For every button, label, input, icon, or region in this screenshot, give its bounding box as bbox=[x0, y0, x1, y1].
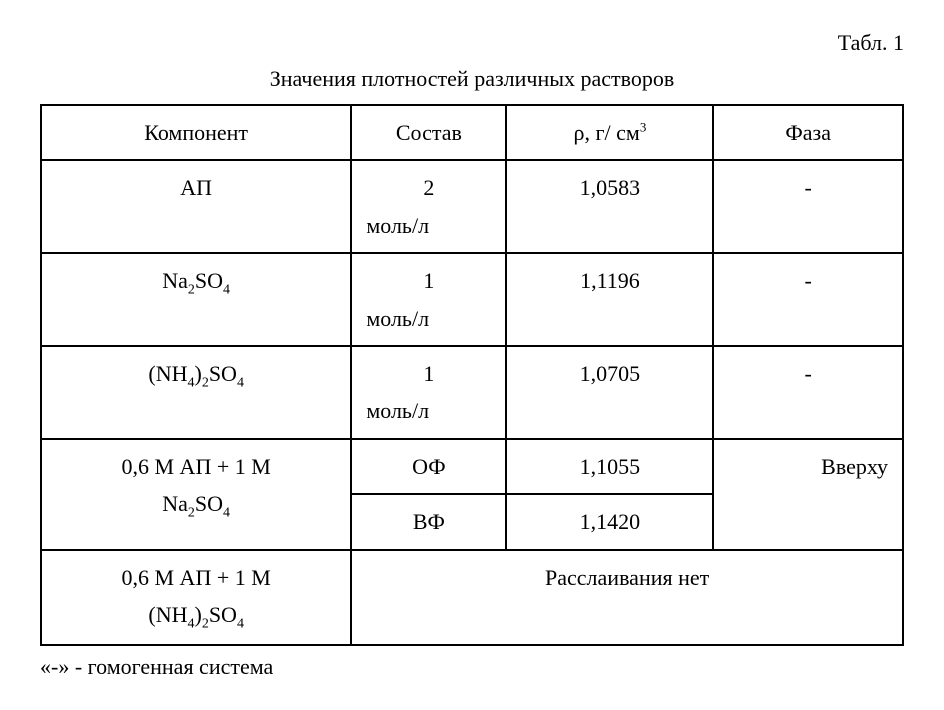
cell-component: АП bbox=[41, 160, 351, 253]
cell-phase: - bbox=[713, 253, 903, 346]
density-table: Компонент Состав ρ, г/ см3 Фаза АП 2 мол… bbox=[40, 104, 904, 646]
sostav-unit: моль/л bbox=[366, 300, 491, 337]
table-header-row: Компонент Состав ρ, г/ см3 Фаза bbox=[41, 105, 903, 160]
component-line1: 0,6 М АП + 1 М bbox=[56, 448, 336, 485]
table-row: Na2SO4 1 моль/л 1,1196 - bbox=[41, 253, 903, 346]
component-line2: (NH4)2SO4 bbox=[56, 596, 336, 636]
component-line1: 0,6 М АП + 1 М bbox=[56, 559, 336, 596]
cell-merged: Расслаивания нет bbox=[351, 550, 903, 646]
chem-part: SO bbox=[195, 491, 223, 516]
chem-sub: 2 bbox=[202, 375, 209, 390]
chem-sub: 2 bbox=[188, 283, 195, 298]
sostav-unit: моль/л bbox=[366, 392, 491, 429]
cell-component: (NH4)2SO4 bbox=[41, 346, 351, 439]
cell-phase: - bbox=[713, 160, 903, 253]
chem-part: Na bbox=[162, 491, 188, 516]
sostav-value: 1 bbox=[366, 355, 491, 392]
chem-sub: 2 bbox=[202, 616, 209, 631]
table-row: (NH4)2SO4 1 моль/л 1,0705 - bbox=[41, 346, 903, 439]
header-rho-exponent: 3 bbox=[640, 120, 647, 135]
cell-rho: 1,0583 bbox=[506, 160, 713, 253]
header-sostav: Состав bbox=[351, 105, 506, 160]
cell-rho: 1,1055 bbox=[506, 439, 713, 494]
chem-part: Na bbox=[162, 268, 188, 293]
chem-part: SO bbox=[195, 268, 223, 293]
cell-sostav: 1 моль/л bbox=[351, 346, 506, 439]
cell-component: 0,6 М АП + 1 М (NH4)2SO4 bbox=[41, 550, 351, 646]
footnote: «-» - гомогенная система bbox=[40, 654, 904, 680]
chem-part: ) bbox=[194, 361, 201, 386]
cell-sostav: ВФ bbox=[351, 494, 506, 549]
cell-sostav: ОФ bbox=[351, 439, 506, 494]
header-component: Компонент bbox=[41, 105, 351, 160]
sostav-value: 2 bbox=[366, 169, 491, 206]
header-rho-text: ρ, г/ см bbox=[574, 120, 640, 145]
cell-component: 0,6 М АП + 1 М Na2SO4 bbox=[41, 439, 351, 550]
cell-rho: 1,1420 bbox=[506, 494, 713, 549]
chem-part: SO bbox=[209, 602, 237, 627]
cell-sostav: 2 моль/л bbox=[351, 160, 506, 253]
table-row: 0,6 М АП + 1 М (NH4)2SO4 Расслаивания не… bbox=[41, 550, 903, 646]
chem-sub: 4 bbox=[223, 283, 230, 298]
sostav-value: 1 bbox=[366, 262, 491, 299]
table-number-label: Табл. 1 bbox=[40, 30, 904, 56]
chem-part: SO bbox=[209, 361, 237, 386]
table-row: АП 2 моль/л 1,0583 - bbox=[41, 160, 903, 253]
chem-part: ) bbox=[194, 602, 201, 627]
chem-sub: 4 bbox=[237, 616, 244, 631]
header-rho: ρ, г/ см3 bbox=[506, 105, 713, 160]
chem-part: (NH bbox=[148, 602, 187, 627]
cell-rho: 1,0705 bbox=[506, 346, 713, 439]
chem-sub: 2 bbox=[188, 506, 195, 521]
cell-phase: Вверху bbox=[713, 439, 903, 550]
sostav-unit: моль/л bbox=[366, 207, 491, 244]
chem-sub: 4 bbox=[237, 375, 244, 390]
chem-part: (NH bbox=[148, 361, 187, 386]
header-phase: Фаза bbox=[713, 105, 903, 160]
cell-sostav: 1 моль/л bbox=[351, 253, 506, 346]
table-row: 0,6 М АП + 1 М Na2SO4 ОФ 1,1055 Вверху bbox=[41, 439, 903, 494]
cell-rho: 1,1196 bbox=[506, 253, 713, 346]
cell-phase: - bbox=[713, 346, 903, 439]
component-line2: Na2SO4 bbox=[56, 485, 336, 525]
table-caption: Значения плотностей различных растворов bbox=[40, 66, 904, 92]
chem-sub: 4 bbox=[223, 506, 230, 521]
cell-component: Na2SO4 bbox=[41, 253, 351, 346]
